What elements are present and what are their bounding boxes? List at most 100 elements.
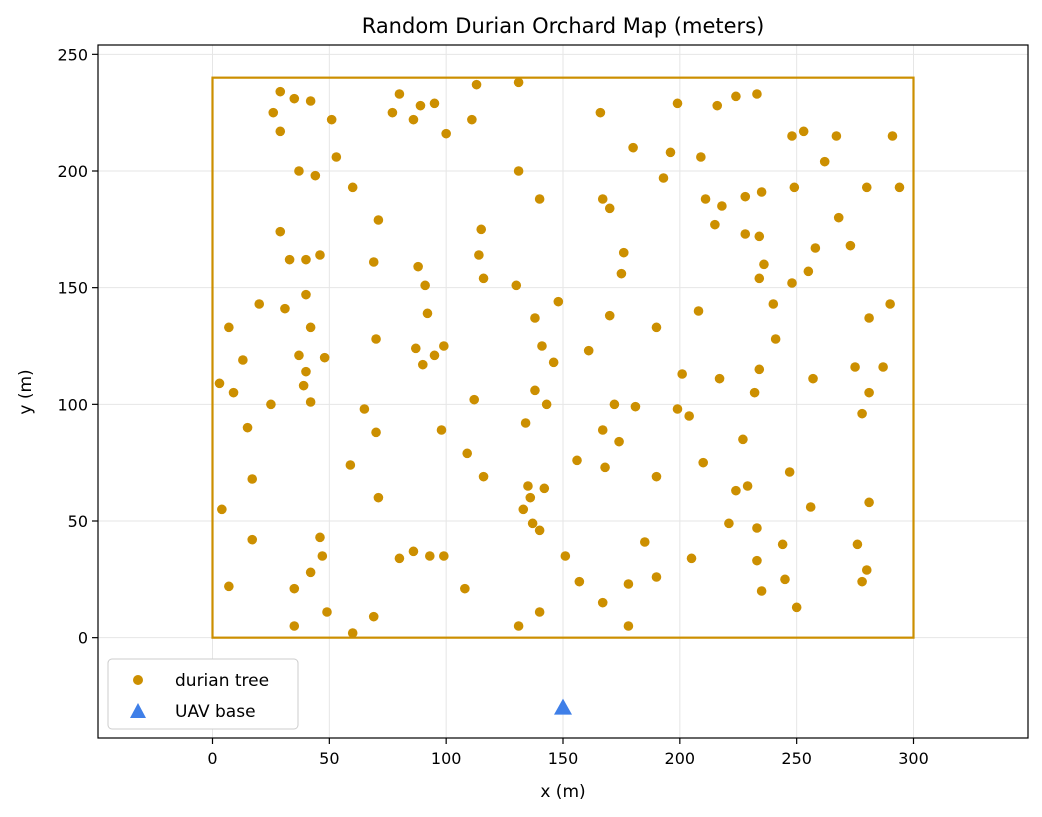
durian-tree-point — [857, 408, 867, 419]
y-tick-label: 0 — [78, 629, 88, 648]
durian-tree-point — [803, 266, 814, 277]
y-tick-label: 250 — [57, 45, 88, 64]
x-axis-ticks: 0 50 100 150 200 250 300 — [207, 738, 929, 768]
durian-tree-point — [616, 268, 627, 279]
durian-tree-point — [759, 259, 769, 270]
durian-tree-point — [787, 278, 797, 288]
y-axis-label: y (m) — [16, 369, 36, 414]
durian-tree-point — [347, 628, 358, 638]
durian-tree-point — [530, 313, 540, 323]
durian-tree-point — [805, 502, 816, 512]
durian-tree-point — [476, 224, 487, 235]
durian-tree-point — [597, 194, 608, 204]
durian-tree-point — [413, 261, 423, 272]
durian-tree-point — [628, 142, 638, 153]
durian-tree-point — [752, 89, 762, 99]
durian-tree-point — [604, 203, 615, 214]
durian-tree-point — [791, 602, 802, 613]
durian-tree-point — [684, 411, 694, 421]
durian-tree-point — [658, 173, 669, 183]
durian-tree-point — [787, 131, 797, 141]
durian-tree-point — [756, 187, 767, 197]
durian-tree-point — [254, 299, 265, 309]
durian-tree-point — [301, 366, 311, 377]
durian-tree-point — [317, 551, 328, 561]
durian-tree-point — [305, 567, 316, 578]
x-tick-label: 100 — [431, 749, 462, 768]
durian-tree-point — [609, 399, 620, 410]
durian-tree-point — [864, 497, 874, 508]
durian-tree-point — [345, 460, 356, 470]
durian-tree-point — [275, 126, 286, 137]
durian-tree-point — [467, 114, 477, 125]
durian-tree-point — [294, 350, 304, 361]
durian-tree-point — [513, 77, 524, 88]
durian-tree-point — [315, 532, 325, 543]
durian-tree-point — [513, 166, 524, 176]
durian-tree-point — [852, 539, 863, 550]
durian-tree-point — [429, 350, 440, 361]
durian-tree-point — [394, 89, 405, 99]
durian-tree-point — [322, 607, 332, 617]
durian-tree-point — [518, 504, 529, 515]
durian-tree-point — [275, 86, 286, 97]
durian-tree-point — [850, 362, 860, 372]
durian-tree-point — [315, 250, 325, 260]
durian-tree-point — [756, 586, 767, 596]
durian-tree-point — [740, 229, 751, 239]
durian-tree-point — [572, 455, 582, 466]
durian-tree-point — [686, 553, 697, 564]
durian-tree-point — [600, 462, 610, 473]
legend-box — [107, 658, 299, 730]
durian-tree-point — [553, 296, 564, 307]
durian-tree-point — [864, 387, 874, 398]
chart-title: Random Durian Orchard Map (meters) — [362, 14, 765, 38]
durian-tree-point — [777, 539, 788, 550]
durian-tree-point — [478, 471, 489, 482]
durian-tree-point — [301, 289, 311, 300]
durian-tree-point — [548, 357, 559, 368]
x-axis-label: x (m) — [540, 782, 585, 802]
durian-tree-point — [298, 380, 309, 391]
durian-tree-point — [305, 322, 316, 333]
durian-tree-point — [422, 308, 433, 319]
durian-tree-point — [861, 182, 872, 193]
durian-tree-point — [651, 572, 662, 582]
durian-tree-point — [665, 147, 676, 158]
y-axis-ticks: 0 50 100 150 200 250 — [57, 45, 98, 648]
durian-tree-point — [784, 467, 795, 477]
durian-tree-point — [275, 226, 286, 237]
y-tick-label: 100 — [57, 395, 88, 414]
durian-tree-point — [845, 240, 856, 251]
durian-tree-point — [289, 583, 300, 594]
x-tick-label: 250 — [781, 749, 812, 768]
durian-tree-point — [541, 399, 552, 410]
durian-tree-point — [819, 156, 830, 167]
durian-tree-point — [770, 334, 781, 344]
x-tick-label: 300 — [898, 749, 929, 768]
durian-tree-point — [754, 273, 765, 284]
durian-tree-point — [738, 434, 748, 445]
durian-tree-point — [754, 231, 765, 242]
x-tick-label: 150 — [548, 749, 579, 768]
durian-tree-point — [238, 355, 248, 365]
durian-tree-point — [623, 621, 634, 631]
durian-tree-point — [798, 126, 809, 137]
durian-tree-point — [410, 343, 421, 354]
durian-tree-point — [305, 397, 316, 407]
durian-tree-point — [710, 219, 720, 230]
durian-tree-point — [878, 362, 888, 372]
durian-tree-point — [439, 551, 449, 561]
x-tick-label: 50 — [319, 749, 339, 768]
durian-tree-point — [228, 387, 239, 398]
durian-tree-point — [469, 394, 480, 405]
durian-tree-point — [284, 254, 295, 265]
legend-label-uav-base: UAV base — [175, 702, 256, 722]
durian-tree-point — [415, 100, 426, 111]
legend: durian tree UAV base — [107, 658, 299, 730]
durian-tree-point — [700, 194, 711, 204]
durian-tree-point — [731, 485, 741, 496]
durian-tree-point — [534, 194, 545, 204]
durian-tree-point — [462, 448, 472, 459]
durian-tree-point — [417, 359, 428, 370]
